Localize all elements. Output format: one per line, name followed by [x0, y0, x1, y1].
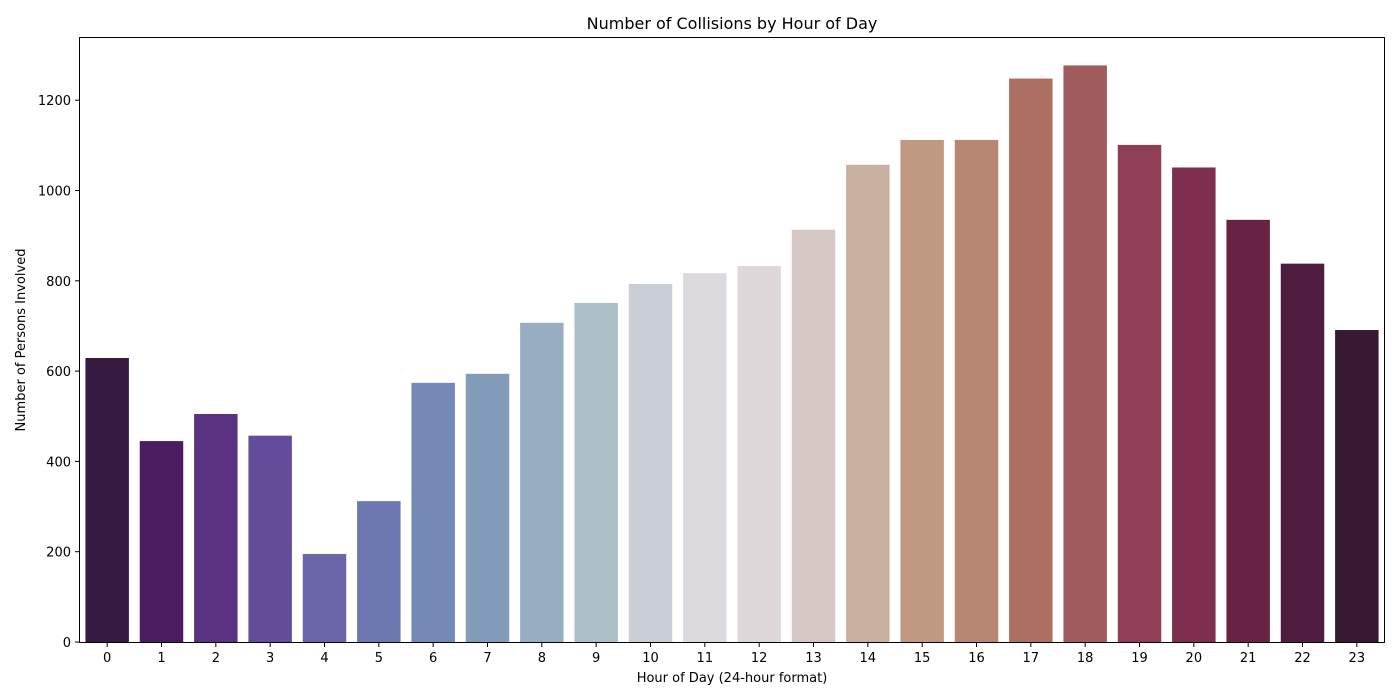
bar-hour-21	[1226, 219, 1270, 642]
y-tick-label: 400	[46, 455, 71, 470]
plot-frame	[79, 37, 1385, 643]
y-tick-label: 0	[63, 636, 71, 651]
y-tick-label: 1200	[38, 94, 71, 109]
x-axis-label: Hour of Day (24-hour format)	[637, 671, 828, 686]
x-tick-label: 0	[103, 651, 111, 666]
x-tick-label: 14	[860, 651, 877, 666]
bar-hour-17	[1009, 78, 1053, 643]
bar-hour-4	[302, 553, 347, 642]
chart-title: Number of Collisions by Hour of Day	[587, 14, 878, 33]
bar-hour-7	[465, 373, 510, 642]
bar-hour-13	[791, 229, 836, 643]
x-tick-label: 6	[429, 651, 437, 666]
x-tick-label: 8	[538, 651, 546, 666]
bar-hour-16	[954, 139, 999, 642]
bar-hour-3	[248, 435, 292, 642]
bar-hour-5	[357, 501, 401, 642]
x-tick-label: 12	[751, 651, 768, 666]
x-tick-label: 17	[1023, 651, 1040, 666]
x-tick-label: 15	[914, 651, 931, 666]
x-tick-label: 3	[266, 651, 274, 666]
x-tick-label: 13	[805, 651, 822, 666]
x-tick-label: 4	[320, 651, 328, 666]
x-tick-label: 11	[697, 651, 714, 666]
y-axis-ticks: 0 200 400 600 800 1000 1200	[38, 94, 80, 651]
x-axis-ticks: 0 1 2 3 4 5 6 7 8 9 10 11 12 13 14 15 16 17 18 19 20 21 22 23	[103, 642, 1365, 666]
bar-hour-12	[737, 265, 781, 642]
bar-hour-23	[1335, 330, 1379, 642]
x-tick-label: 23	[1349, 651, 1366, 666]
bar-hour-2	[194, 414, 238, 642]
bar-hour-20	[1172, 167, 1216, 643]
bar-hour-0	[85, 358, 129, 642]
x-tick-label: 7	[483, 651, 491, 666]
y-tick-label: 200	[46, 546, 71, 561]
x-tick-label: 22	[1294, 651, 1311, 666]
x-tick-label: 21	[1240, 651, 1257, 666]
x-tick-label: 10	[642, 651, 659, 666]
y-tick-label: 1000	[38, 185, 71, 200]
x-tick-label: 9	[592, 651, 600, 666]
bar-hour-18	[1063, 65, 1107, 642]
y-tick-label: 600	[46, 365, 71, 380]
bar-hour-19	[1117, 144, 1162, 642]
bars-group	[85, 65, 1379, 643]
x-tick-label: 18	[1077, 651, 1094, 666]
bar-hour-6	[411, 382, 455, 642]
bar-hour-10	[628, 283, 673, 642]
bar-hour-15	[900, 139, 944, 642]
x-tick-label: 1	[157, 651, 165, 666]
y-axis-label: Number of Persons Involved	[14, 249, 29, 432]
bar-hour-11	[683, 273, 727, 642]
x-tick-label: 20	[1186, 651, 1203, 666]
bar-hour-1	[139, 441, 184, 642]
x-tick-label: 2	[212, 651, 220, 666]
y-tick-label: 800	[46, 275, 71, 290]
x-tick-label: 19	[1131, 651, 1148, 666]
bar-hour-14	[846, 164, 890, 642]
bar-hour-8	[520, 322, 564, 642]
x-tick-label: 16	[968, 651, 985, 666]
bar-hour-22	[1280, 263, 1325, 642]
x-tick-label: 5	[375, 651, 383, 666]
bar-hour-9	[574, 302, 618, 642]
